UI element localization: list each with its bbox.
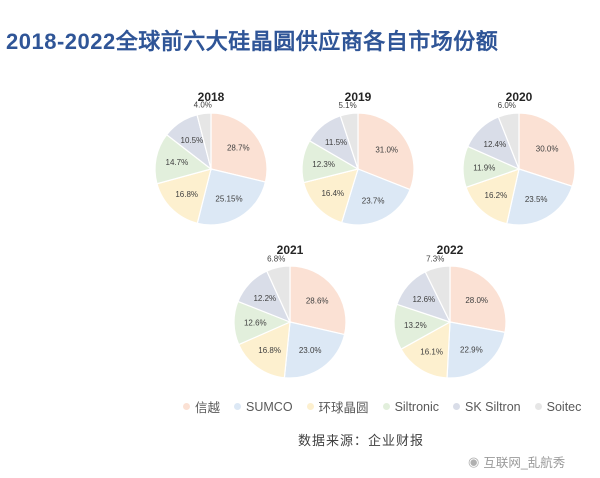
data-label-2018-0: 28.7% [227, 144, 250, 153]
pie-slice-2019-1 [340, 168, 411, 226]
pie-slice-2019-5 [339, 112, 359, 170]
pie-2019: 31.0% 23.7% 16.4% 12.3% 11.5% 5.1%2019 [301, 90, 415, 226]
pie-slice-2018-0 [210, 112, 268, 183]
legend-item-sk-siltron: SK Siltron [453, 397, 521, 416]
data-label-2022-0: 28.0% [465, 296, 488, 305]
pie-slice-2021-5 [265, 265, 291, 323]
weibo-icon: ◉ [468, 453, 480, 469]
pie-title-2021: 2021 [277, 243, 304, 257]
pie-slice-2022-5 [424, 265, 451, 323]
data-label-2019-4: 11.5% [325, 138, 347, 147]
pie-slice-2021-1 [283, 321, 346, 379]
data-label-2020-1: 23.5% [525, 195, 548, 204]
pie-title-2020: 2020 [506, 90, 533, 104]
legend-swatch [382, 403, 390, 410]
data-label-2019-3: 12.3% [312, 160, 335, 169]
data-label-2022-5: 7.3% [426, 255, 444, 264]
legend-item-sumco: SUMCO [234, 397, 293, 416]
pie-title-2022: 2022 [437, 243, 464, 257]
data-label-2019-0: 31.0% [375, 146, 398, 155]
legend-label: Siltronic [394, 399, 440, 414]
pie-slice-2020-1 [506, 168, 574, 226]
data-label-2022-4: 12.6% [412, 295, 435, 304]
pie-2018: 28.7% 25.15% 16.8% 14.7% 10.5% 4.0%2018 [154, 90, 268, 226]
data-label-2021-3: 12.6% [244, 319, 267, 328]
pie-title-2018: 2018 [198, 90, 225, 104]
data-label-2018-4: 10.5% [181, 136, 204, 145]
data-label-2020-4: 12.4% [484, 140, 507, 149]
data-label-2020-3: 11.9% [473, 164, 495, 173]
pie-2021: 28.6% 23.0% 16.8% 12.6% 12.2% 6.8%2021 [233, 243, 347, 379]
pie-slice-2022-1 [446, 321, 506, 379]
legend-item-siltronic: Siltronic [382, 397, 440, 416]
legend-item-globalwafers: 环球晶圆 [306, 397, 369, 416]
data-label-2019-5: 5.1% [338, 101, 356, 110]
legend: 信越 SUMCO 环球晶圆 Siltronic SK Siltron Soite… [183, 397, 581, 416]
legend-item-shinetsu: 信越 [183, 397, 220, 416]
legend-label: SK Siltron [465, 399, 521, 414]
pie-slice-2018-2 [156, 168, 212, 225]
pie-slice-2021-2 [237, 321, 291, 379]
legend-swatch [534, 403, 542, 410]
legend-swatch [234, 403, 242, 410]
data-label-2020-0: 30.0% [536, 145, 559, 154]
legend-swatch [306, 403, 314, 410]
data-label-2022-1: 22.9% [460, 345, 483, 354]
legend-swatch [183, 403, 190, 410]
data-label-2021-1: 23.0% [299, 346, 322, 355]
watermark: ◉ 互联网_乱航秀 [468, 452, 565, 471]
pie-title-2019: 2019 [345, 90, 372, 104]
legend-swatch [453, 403, 461, 410]
pie-slice-2018-1 [196, 168, 267, 226]
pie-2020: 30.0% 23.5% 16.2% 11.9% 12.4% 6.0%2020 [462, 90, 576, 226]
pie-slice-2019-2 [302, 168, 359, 224]
data-label-2018-5: 4.0% [194, 101, 212, 110]
pie-slice-2018-5 [196, 112, 212, 170]
data-label-2018-1: 25.15% [215, 195, 242, 204]
watermark-text: 互联网_乱航秀 [483, 456, 566, 470]
pie-slice-2020-0 [518, 112, 576, 188]
pie-slice-2018-3 [154, 133, 213, 185]
legend-item-soitec: Soitec [534, 397, 582, 416]
pie-slice-2020-5 [497, 112, 520, 170]
pie-slice-2022-2 [400, 320, 451, 379]
legend-label: 环球晶圆 [318, 401, 369, 415]
page-title: 2018-2022全球前六大硅晶圆供应商各自市场份额 [6, 29, 499, 54]
data-label-2019-2: 16.4% [321, 189, 344, 198]
data-label-2020-2: 16.2% [485, 191, 508, 200]
pie-slice-2020-2 [465, 168, 520, 225]
data-label-2022-2: 16.1% [420, 347, 443, 356]
data-source: 数据来源：企业财报 [298, 433, 425, 448]
legend-label: Soitec [546, 399, 582, 414]
data-label-2021-5: 6.8% [267, 255, 285, 264]
pie-slice-2019-0 [357, 112, 415, 191]
data-label-2021-0: 28.6% [306, 296, 329, 305]
legend-label: 信越 [195, 401, 221, 415]
pie-2022: 28.0% 22.9% 16.1% 13.2% 12.6% 7.3%2022 [393, 243, 507, 379]
data-label-2022-3: 13.2% [404, 321, 427, 330]
data-label-2018-3: 14.7% [166, 158, 189, 167]
data-label-2018-2: 16.8% [175, 190, 198, 199]
data-label-2021-2: 16.8% [258, 346, 281, 355]
data-label-2019-1: 23.7% [362, 196, 385, 205]
pie-slice-2022-0 [449, 265, 507, 334]
data-label-2021-4: 12.2% [253, 294, 276, 303]
data-label-2020-5: 6.0% [498, 101, 516, 110]
legend-label: SUMCO [246, 399, 293, 414]
pie-slice-2021-0 [289, 265, 347, 336]
